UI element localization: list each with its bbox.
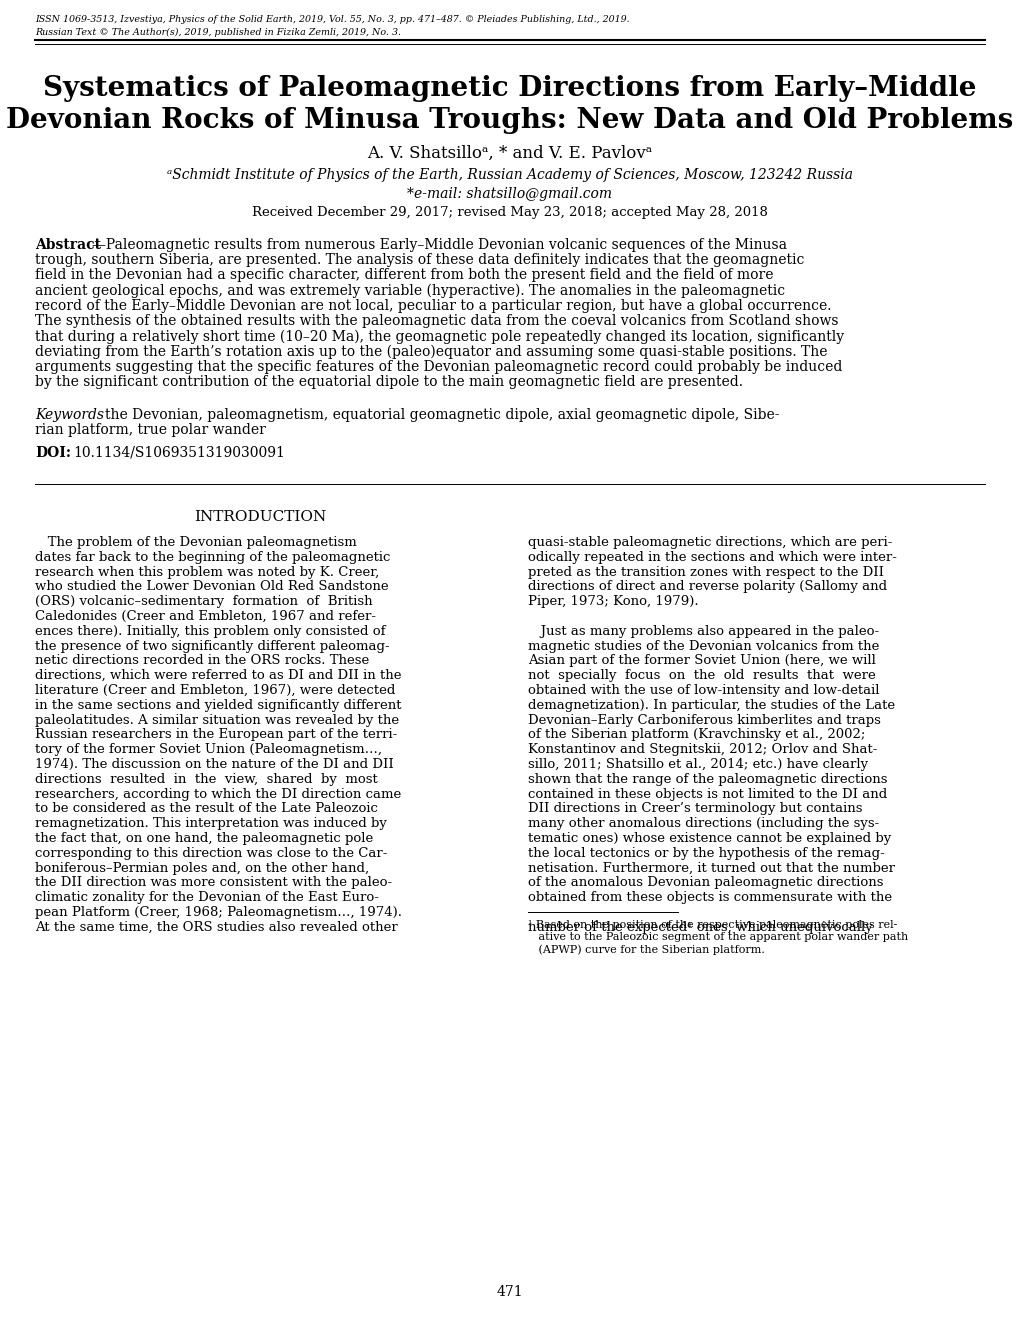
Text: ¹ Based on the position of the respective paleomagnetic poles rel-: ¹ Based on the position of the respectiv…: [528, 920, 897, 931]
Text: shown that the range of the paleomagnetic directions: shown that the range of the paleomagneti…: [528, 772, 887, 785]
Text: DII directions in Creer’s terminology but contains: DII directions in Creer’s terminology bu…: [528, 803, 862, 816]
Text: in the same sections and yielded significantly different: in the same sections and yielded signifi…: [35, 698, 401, 711]
Text: 471: 471: [496, 1284, 523, 1299]
Text: by the significant contribution of the equatorial dipole to the main geomagnetic: by the significant contribution of the e…: [35, 375, 742, 389]
Text: directions of direct and reverse polarity (Sallomy and: directions of direct and reverse polarit…: [528, 581, 887, 594]
Text: ancient geological epochs, and was extremely variable (hyperactive). The anomali: ancient geological epochs, and was extre…: [35, 284, 785, 298]
Text: At the same time, the ORS studies also revealed other: At the same time, the ORS studies also r…: [35, 921, 397, 933]
Text: sillo, 2011; Shatsillo et al., 2014; etc.) have clearly: sillo, 2011; Shatsillo et al., 2014; etc…: [528, 758, 867, 771]
Text: remagnetization. This interpretation was induced by: remagnetization. This interpretation was…: [35, 817, 386, 830]
Text: A. V. Shatsilloᵃ, * and V. E. Pavlovᵃ: A. V. Shatsilloᵃ, * and V. E. Pavlovᵃ: [367, 145, 652, 162]
Text: 10.1134/S1069351319030091: 10.1134/S1069351319030091: [73, 446, 284, 459]
Text: obtained from these objects is commensurate with the: obtained from these objects is commensur…: [528, 891, 892, 904]
Text: Systematics of Paleomagnetic Directions from Early–Middle: Systematics of Paleomagnetic Directions …: [43, 75, 976, 102]
Text: ences there). Initially, this problem only consisted of: ences there). Initially, this problem on…: [35, 624, 385, 638]
Text: obtained with the use of low-intensity and low-detail: obtained with the use of low-intensity a…: [528, 684, 878, 697]
Text: dates far back to the beginning of the paleomagnetic: dates far back to the beginning of the p…: [35, 550, 390, 564]
Text: Russian researchers in the European part of the terri-: Russian researchers in the European part…: [35, 729, 396, 742]
Text: 1974). The discussion on the nature of the DI and DII: 1974). The discussion on the nature of t…: [35, 758, 393, 771]
Text: of the anomalous Devonian paleomagnetic directions: of the anomalous Devonian paleomagnetic …: [528, 876, 882, 890]
Text: preted as the transition zones with respect to the DII: preted as the transition zones with resp…: [528, 565, 883, 578]
Text: that during a relatively short time (10–20 Ma), the geomagnetic pole repeatedly : that during a relatively short time (10–…: [35, 329, 844, 343]
Text: ᵃSchmidt Institute of Physics of the Earth, Russian Academy of Sciences, Moscow,: ᵃSchmidt Institute of Physics of the Ear…: [167, 168, 852, 182]
Text: Received December 29, 2017; revised May 23, 2018; accepted May 28, 2018: Received December 29, 2017; revised May …: [252, 206, 767, 219]
Text: demagnetization). In particular, the studies of the Late: demagnetization). In particular, the stu…: [528, 698, 895, 711]
Text: Russian Text © The Author(s), 2019, published in Fizika Zemli, 2019, No. 3.: Russian Text © The Author(s), 2019, publ…: [35, 28, 400, 37]
Text: the Devonian, paleomagnetism, equatorial geomagnetic dipole, axial geomagnetic d: the Devonian, paleomagnetism, equatorial…: [105, 408, 779, 422]
Text: field in the Devonian had a specific character, different from both the present : field in the Devonian had a specific cha…: [35, 268, 772, 282]
Text: magnetic studies of the Devonian volcanics from the: magnetic studies of the Devonian volcani…: [528, 640, 878, 652]
Text: *e-mail: shatsillo@gmail.com: *e-mail: shatsillo@gmail.com: [408, 187, 611, 201]
Text: (APWP) curve for the Siberian platform.: (APWP) curve for the Siberian platform.: [528, 944, 764, 954]
Text: many other anomalous directions (including the sys-: many other anomalous directions (includi…: [528, 817, 878, 830]
Text: the presence of two significantly different paleomag-: the presence of two significantly differ…: [35, 640, 389, 652]
Text: the fact that, on one hand, the paleomagnetic pole: the fact that, on one hand, the paleomag…: [35, 832, 373, 845]
Text: Devonian Rocks of Minusa Troughs: New Data and Old Problems: Devonian Rocks of Minusa Troughs: New Da…: [6, 107, 1013, 135]
Text: Konstantinov and Stegnitskii, 2012; Orlov and Shat-: Konstantinov and Stegnitskii, 2012; Orlo…: [528, 743, 876, 756]
Text: paleolatitudes. A similar situation was revealed by the: paleolatitudes. A similar situation was …: [35, 714, 398, 726]
Text: record of the Early–Middle Devonian are not local, peculiar to a particular regi: record of the Early–Middle Devonian are …: [35, 298, 830, 313]
Text: the DII direction was more consistent with the paleo-: the DII direction was more consistent wi…: [35, 876, 391, 890]
Text: arguments suggesting that the specific features of the Devonian paleomagnetic re: arguments suggesting that the specific f…: [35, 359, 842, 374]
Text: who studied the Lower Devonian Old Red Sandstone: who studied the Lower Devonian Old Red S…: [35, 581, 388, 594]
Text: the local tectonics or by the hypothesis of the remag-: the local tectonics or by the hypothesis…: [528, 847, 883, 859]
Text: not  specially  focus  on  the  old  results  that  were: not specially focus on the old results t…: [528, 669, 875, 682]
Text: directions, which were referred to as DI and DII in the: directions, which were referred to as DI…: [35, 669, 401, 682]
Text: tematic ones) whose existence cannot be explained by: tematic ones) whose existence cannot be …: [528, 832, 891, 845]
Text: contained in these objects is not limited to the DI and: contained in these objects is not limite…: [528, 788, 887, 801]
Text: —Paleomagnetic results from numerous Early–Middle Devonian volcanic sequences of: —Paleomagnetic results from numerous Ear…: [92, 238, 787, 252]
Text: deviating from the Earth’s rotation axis up to the (paleo)equator and assuming s: deviating from the Earth’s rotation axis…: [35, 345, 826, 359]
Text: researchers, according to which the DI direction came: researchers, according to which the DI d…: [35, 788, 400, 801]
Text: of the Siberian platform (Kravchinsky et al., 2002;: of the Siberian platform (Kravchinsky et…: [528, 729, 864, 742]
Text: netisation. Furthermore, it turned out that the number: netisation. Furthermore, it turned out t…: [528, 862, 894, 875]
Text: ative to the Paleozoic segment of the apparent polar wander path: ative to the Paleozoic segment of the ap…: [528, 932, 907, 942]
Text: pean Platform (Creer, 1968; Paleomagnetism…, 1974).: pean Platform (Creer, 1968; Paleomagneti…: [35, 906, 401, 919]
Text: (ORS) volcanic–sedimentary  formation  of  British: (ORS) volcanic–sedimentary formation of …: [35, 595, 372, 609]
Text: netic directions recorded in the ORS rocks. These: netic directions recorded in the ORS roc…: [35, 655, 369, 668]
Text: climatic zonality for the Devonian of the East Euro-: climatic zonality for the Devonian of th…: [35, 891, 378, 904]
Text: literature (Creer and Embleton, 1967), were detected: literature (Creer and Embleton, 1967), w…: [35, 684, 395, 697]
Text: Devonian–Early Carboniferous kimberlites and traps: Devonian–Early Carboniferous kimberlites…: [528, 714, 880, 726]
Text: odically repeated in the sections and which were inter-: odically repeated in the sections and wh…: [528, 550, 896, 564]
Text: to be considered as the result of the Late Paleozoic: to be considered as the result of the La…: [35, 803, 377, 816]
Text: tory of the former Soviet Union (Paleomagnetism…,: tory of the former Soviet Union (Paleoma…: [35, 743, 382, 756]
Text: directions  resulted  in  the  view,  shared  by  most: directions resulted in the view, shared …: [35, 772, 377, 785]
Text: ISSN 1069-3513, Izvestiya, Physics of the Solid Earth, 2019, Vol. 55, No. 3, pp.: ISSN 1069-3513, Izvestiya, Physics of th…: [35, 15, 629, 24]
Text: Keywords: Keywords: [35, 408, 104, 422]
Text: quasi-stable paleomagnetic directions, which are peri-: quasi-stable paleomagnetic directions, w…: [528, 536, 892, 549]
Text: rian platform, true polar wander: rian platform, true polar wander: [35, 422, 266, 437]
Text: research when this problem was noted by K. Creer,: research when this problem was noted by …: [35, 565, 379, 578]
Text: boniferous–Permian poles and, on the other hand,: boniferous–Permian poles and, on the oth…: [35, 862, 369, 875]
Text: Caledonides (Creer and Embleton, 1967 and refer-: Caledonides (Creer and Embleton, 1967 an…: [35, 610, 376, 623]
Text: The synthesis of the obtained results with the paleomagnetic data from the coeva: The synthesis of the obtained results wi…: [35, 314, 838, 327]
Text: Just as many problems also appeared in the paleo-: Just as many problems also appeared in t…: [528, 624, 878, 638]
Text: INTRODUCTION: INTRODUCTION: [194, 510, 326, 524]
Text: Asian part of the former Soviet Union (here, we will: Asian part of the former Soviet Union (h…: [528, 655, 875, 668]
Text: Piper, 1973; Kono, 1979).: Piper, 1973; Kono, 1979).: [528, 595, 698, 609]
Text: DOI:: DOI:: [35, 446, 71, 459]
Text: trough, southern Siberia, are presented. The analysis of these data definitely i: trough, southern Siberia, are presented.…: [35, 253, 804, 267]
Text: number of the expected¹ ones, which unequivocally: number of the expected¹ ones, which uneq…: [528, 921, 872, 933]
Text: The problem of the Devonian paleomagnetism: The problem of the Devonian paleomagneti…: [35, 536, 357, 549]
Text: Abstract: Abstract: [35, 238, 101, 252]
Text: corresponding to this direction was close to the Car-: corresponding to this direction was clos…: [35, 847, 387, 859]
